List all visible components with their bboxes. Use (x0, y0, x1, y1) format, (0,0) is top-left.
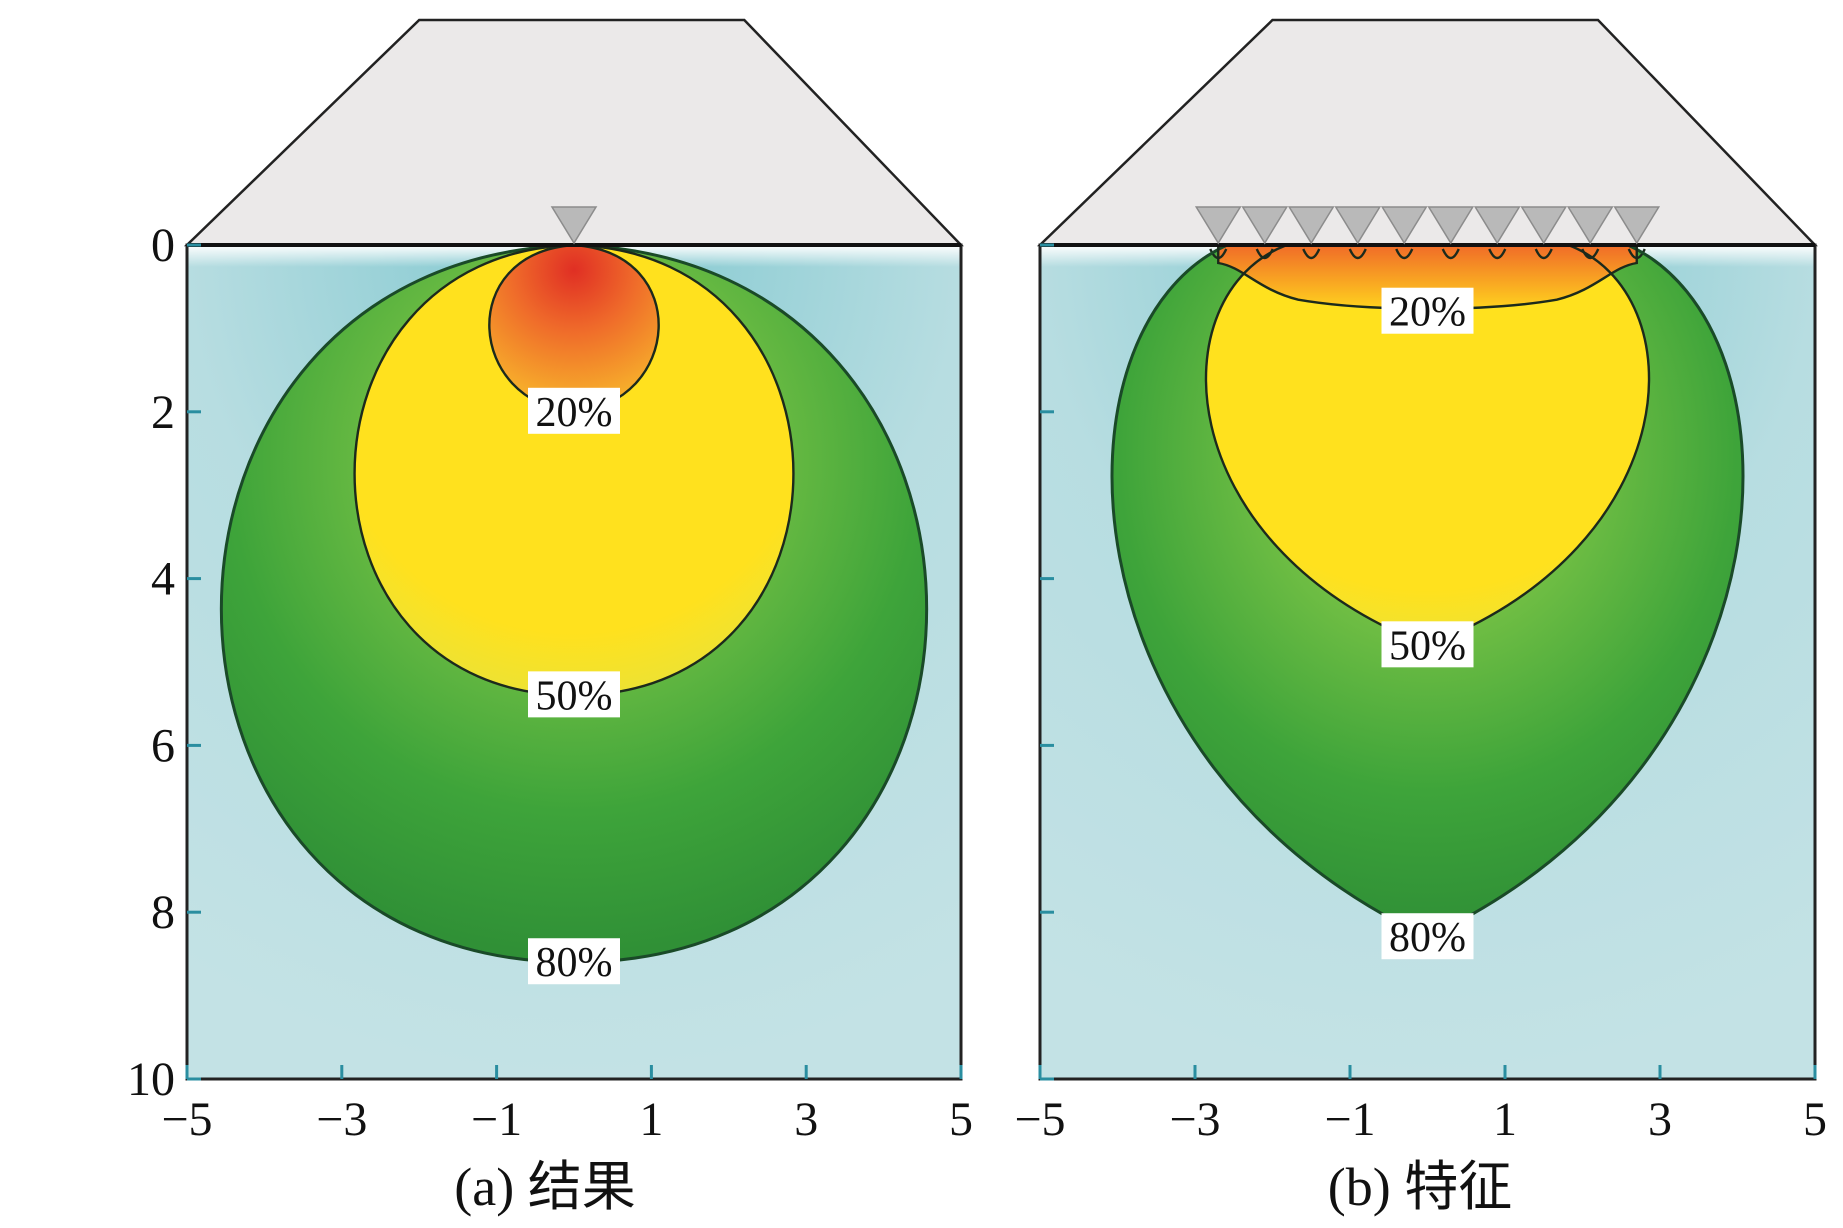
y-tick-label: 6 (151, 719, 175, 772)
x-tick-label: −3 (1169, 1093, 1220, 1146)
x-tick-label: 1 (1493, 1093, 1517, 1146)
contour-label-text: 20% (536, 390, 613, 436)
contour-label-bg (1381, 621, 1474, 668)
x-tick-label: 1 (639, 1093, 663, 1146)
y-tick-label: 8 (151, 886, 175, 939)
contour-label-bg (1381, 287, 1474, 334)
x-tick-label: −1 (471, 1093, 522, 1146)
load-marker (1520, 206, 1568, 245)
contour-label-text: 50% (1389, 623, 1466, 669)
load-marker (1334, 206, 1382, 245)
contour-label-20: 20% (528, 387, 620, 436)
x-tick-label: 5 (1803, 1093, 1827, 1146)
load-marker (1473, 206, 1521, 245)
contour-label-bg (528, 671, 620, 718)
y-tick-label: 10 (127, 1053, 175, 1106)
region-50 (354, 245, 794, 696)
load-marker (1613, 206, 1661, 245)
y-tick-label: 2 (151, 386, 175, 439)
panel-caption: (a) 结果 (454, 1157, 635, 1217)
contour-label-80: 80% (528, 938, 620, 986)
panel-a: 20% 50% 80% −5 −3 −1 1 3 5 0 2 4 6 8 10 (a) 结果 (127, 18, 973, 1217)
region-20 (1218, 245, 1637, 309)
load-marker (1427, 206, 1475, 245)
load-scallop (1488, 248, 1507, 260)
x-tick-label: −3 (316, 1093, 367, 1146)
panel-b: 20% 50% 80% −5 −3 −1 1 3 5 (b) 特征 (1014, 18, 1827, 1217)
contour-label-bg (1381, 913, 1474, 960)
region-20 (489, 245, 659, 412)
load-marker (1380, 206, 1428, 245)
contour-label-20: 20% (1381, 287, 1474, 336)
x-tick-label: 3 (1648, 1093, 1672, 1146)
load-scallop (1395, 248, 1414, 260)
x-tick-label: 5 (949, 1093, 973, 1146)
load-scallop (1348, 248, 1367, 260)
x-tick-label: −5 (161, 1093, 212, 1146)
x-tick-label: 3 (794, 1093, 818, 1146)
x-tick-label: −5 (1014, 1093, 1065, 1146)
contour-label-bg (528, 387, 620, 434)
load-marker (1287, 206, 1335, 245)
region-50 (1205, 245, 1650, 646)
contour-label-text: 80% (1389, 915, 1466, 961)
load-marker (1241, 206, 1289, 245)
load-scallop (1441, 248, 1460, 260)
contour-label-bg (528, 938, 620, 985)
load-marker (1194, 206, 1242, 245)
contour-label-80: 80% (1381, 913, 1474, 961)
y-tick-label: 4 (151, 553, 175, 606)
contour-label-50: 50% (528, 671, 620, 719)
load-scallop (1302, 248, 1321, 260)
panel-caption: (b) 特征 (1328, 1157, 1512, 1217)
load-scallop (1534, 248, 1553, 260)
y-tick-label: 0 (151, 219, 175, 272)
contour-label-text: 20% (1389, 290, 1466, 336)
load-marker (550, 206, 598, 245)
x-tick-label: −1 (1324, 1093, 1375, 1146)
contour-label-text: 50% (536, 673, 613, 719)
load-marker (1566, 206, 1614, 245)
foundation-block (1036, 18, 1818, 247)
contour-label-50: 50% (1381, 621, 1474, 669)
contour-label-text: 80% (536, 940, 613, 986)
